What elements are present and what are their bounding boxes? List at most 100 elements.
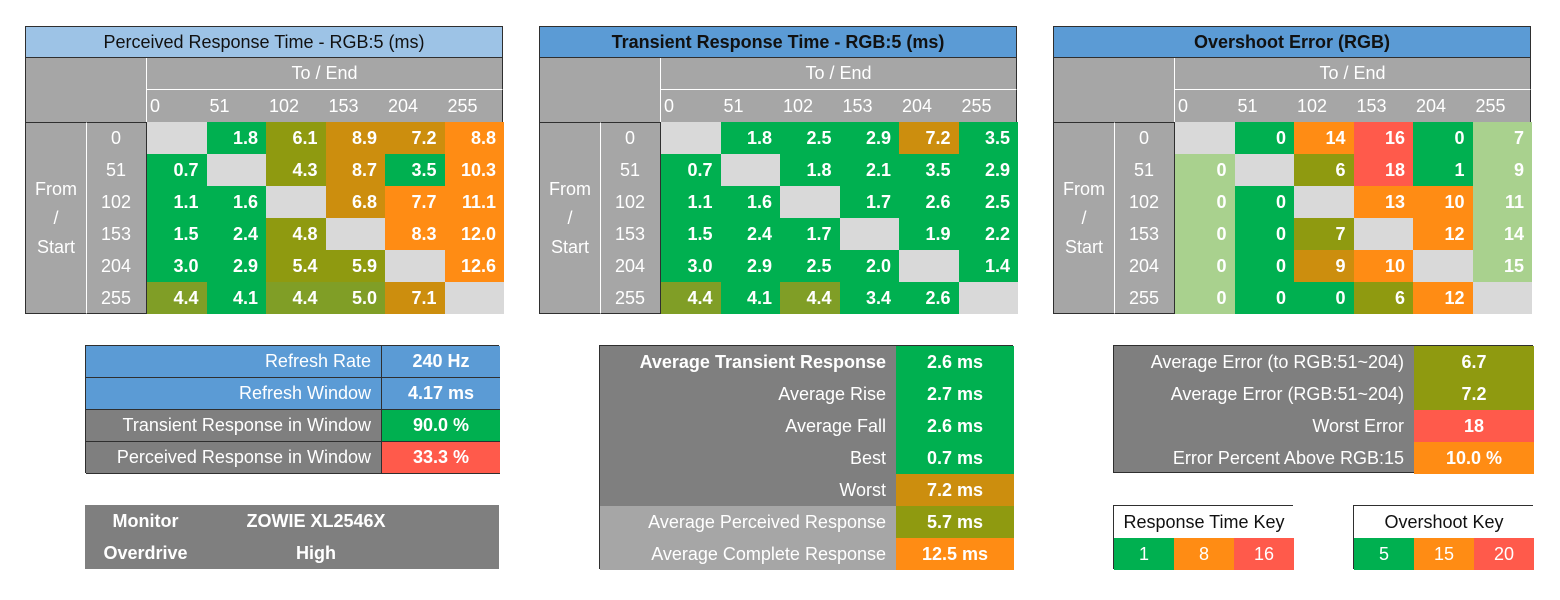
y-axis-label-line: Start xyxy=(36,236,75,257)
heatmap-cell: 2.5 xyxy=(958,186,1018,218)
refresh-row-label: Perceived Response in Window xyxy=(86,442,382,474)
column-tick-label: 51 xyxy=(723,95,744,116)
heatmap-cell: 12.0 xyxy=(444,218,504,250)
row-tick-label: 102 xyxy=(100,191,132,212)
x-axis-label: To / End xyxy=(660,58,1017,90)
heatmap-cell: 2.9 xyxy=(958,154,1018,186)
row-tick-column xyxy=(600,122,660,314)
heatmap-cell: 7 xyxy=(1294,218,1354,250)
heatmap-cell: 0 xyxy=(1175,282,1235,314)
row-tick-column xyxy=(86,122,146,314)
y-axis-label-line: From xyxy=(1063,178,1105,199)
refresh-row-value: 240 Hz xyxy=(382,346,500,378)
y-axis-label: From / Start xyxy=(25,122,86,314)
heatmap-cell: 0 xyxy=(1234,218,1294,250)
heatmap-2: Overshoot Error (RGB) To / End 0 51 102 153 20… xyxy=(1053,26,1532,314)
overshoot-row-value: 6.7 xyxy=(1414,346,1534,378)
heatmap-cell: 2.9 xyxy=(839,122,899,154)
heatmap-cell: 5.4 xyxy=(266,250,326,282)
column-tick-row xyxy=(146,90,503,122)
heatmap-cell: 0 xyxy=(1234,186,1294,218)
row-tick-label: 255 xyxy=(100,287,132,308)
heatmap-cell: 10 xyxy=(1353,250,1413,282)
heatmap-cell: 2.9 xyxy=(720,250,780,282)
heatmap-cell: 6 xyxy=(1294,154,1354,186)
heatmap-cell: 11.1 xyxy=(444,186,504,218)
heatmap-cell-empty xyxy=(147,122,207,154)
overshoot-key-title: Overshoot Key xyxy=(1354,506,1534,538)
corner-block xyxy=(1053,58,1174,122)
column-tick-label: 204 xyxy=(902,95,933,116)
heatmap-cell: 2.4 xyxy=(720,218,780,250)
heatmap-cell: 15 xyxy=(1472,250,1532,282)
heatmap-1: Transient Response Time - RGB:5 (ms) To /… xyxy=(539,26,1018,314)
heatmap-cell: 1.8 xyxy=(206,122,266,154)
transient-row-label: Average Transient Response xyxy=(600,346,896,378)
row-tick-label: 51 xyxy=(619,159,641,180)
heatmap-cell: 8.7 xyxy=(325,154,385,186)
row-tick-label: 0 xyxy=(1138,127,1149,148)
row-tick-label: 153 xyxy=(614,223,646,244)
heatmap-cell: 4.4 xyxy=(147,282,207,314)
transient-row-label: Best xyxy=(600,442,896,474)
column-tick-label: 102 xyxy=(783,95,814,116)
heatmap-cell: 2.5 xyxy=(780,250,840,282)
transient-row-value: 0.7 ms xyxy=(896,442,1014,474)
response-time-key-title: Response Time Key xyxy=(1114,506,1294,538)
heatmap-cell: 16 xyxy=(1353,122,1413,154)
column-tick-label: 0 xyxy=(664,95,675,116)
row-tick-label: 51 xyxy=(105,159,127,180)
column-tick-label: 255 xyxy=(447,95,478,116)
heatmap-cell: 3.0 xyxy=(147,250,207,282)
y-axis-label: From / Start xyxy=(1053,122,1114,314)
row-tick-label: 153 xyxy=(100,223,132,244)
heatmap-cell-empty xyxy=(385,250,445,282)
x-axis-label: To / End xyxy=(146,58,503,90)
heatmap-cell: 2.6 xyxy=(899,282,959,314)
heatmap-cell: 1 xyxy=(1413,154,1473,186)
heatmap-cell: 5.0 xyxy=(325,282,385,314)
heatmap-cell: 1.1 xyxy=(661,186,721,218)
heatmap-cell: 6 xyxy=(1353,282,1413,314)
heatmap-cell: 9 xyxy=(1472,154,1532,186)
heatmap-cell: 2.6 xyxy=(899,186,959,218)
monitor-row-value: High xyxy=(296,542,336,563)
transient-row-label: Average Rise xyxy=(600,378,896,410)
heatmap-cells: 0 14 16 0 7 0 6 18 1 9 0 0 13 10 11 0 0 7 12 14 0 0 9 10 15 0 0 0 6 1… xyxy=(1174,122,1532,314)
heatmap-cell: 7 xyxy=(1472,122,1532,154)
column-tick-label: 51 xyxy=(1237,95,1258,116)
heatmap-cell: 0 xyxy=(1234,122,1294,154)
heatmap-cell: 12.6 xyxy=(444,250,504,282)
heatmap-cell-empty xyxy=(325,218,385,250)
transient-row-label: Average Perceived Response xyxy=(600,506,896,538)
heatmap-cell: 4.4 xyxy=(780,282,840,314)
column-tick-label: 255 xyxy=(961,95,992,116)
heatmap-cell: 1.9 xyxy=(899,218,959,250)
heatmap-cell: 1.1 xyxy=(147,186,207,218)
heatmap-cell: 2.9 xyxy=(206,250,266,282)
corner-block xyxy=(25,58,146,122)
heatmap-cell: 2.4 xyxy=(206,218,266,250)
heatmap-cell: 2.5 xyxy=(780,122,840,154)
row-tick-label: 102 xyxy=(1128,191,1160,212)
y-axis-label-line: / xyxy=(53,207,59,228)
heatmap-cell: 4.8 xyxy=(266,218,326,250)
column-tick-label: 204 xyxy=(388,95,419,116)
overshoot-row-label: Error Percent Above RGB:15 xyxy=(1172,447,1404,468)
heatmap-cell-empty xyxy=(780,186,840,218)
transient-row-value: 2.6 ms xyxy=(896,410,1014,442)
column-tick-label: 51 xyxy=(209,95,230,116)
heatmap-cell: 5.9 xyxy=(325,250,385,282)
y-axis-label-line: / xyxy=(1081,207,1087,228)
column-tick-label: 204 xyxy=(1416,95,1447,116)
heatmap-cell: 0 xyxy=(1175,186,1235,218)
heatmap-cell-empty xyxy=(1472,282,1532,314)
heatmap-cell: 0 xyxy=(1413,122,1473,154)
heatmap-cell: 0.7 xyxy=(147,154,207,186)
row-tick-label: 204 xyxy=(614,255,646,276)
heatmap-cell: 8.9 xyxy=(325,122,385,154)
heatmap-cell: 4.4 xyxy=(266,282,326,314)
monitor-row-label: Monitor xyxy=(112,510,179,531)
corner-block xyxy=(539,58,660,122)
overshoot-row-label: Average Error (to RGB:51~204) xyxy=(1150,351,1404,372)
